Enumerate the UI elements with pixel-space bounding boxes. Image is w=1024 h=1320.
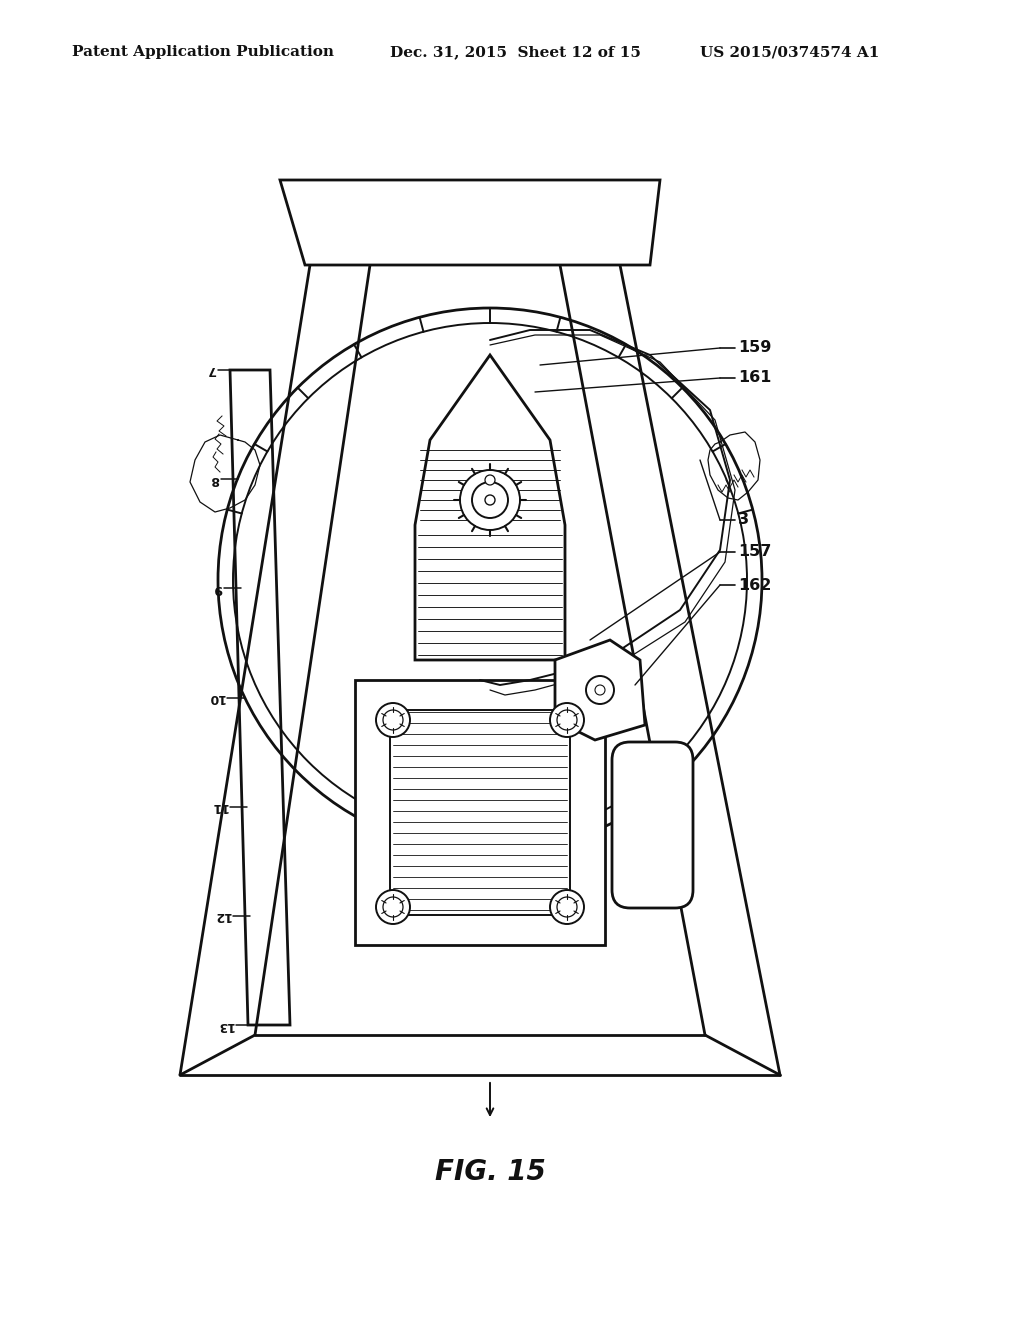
Text: 161: 161 xyxy=(738,371,771,385)
Text: 3: 3 xyxy=(738,512,750,528)
Circle shape xyxy=(383,710,403,730)
FancyBboxPatch shape xyxy=(612,742,693,908)
Text: 8: 8 xyxy=(210,473,219,486)
Circle shape xyxy=(376,704,410,737)
Text: Patent Application Publication: Patent Application Publication xyxy=(72,45,334,59)
Text: 7: 7 xyxy=(207,363,216,376)
Polygon shape xyxy=(555,640,645,741)
Circle shape xyxy=(485,495,495,506)
Circle shape xyxy=(595,685,605,696)
Circle shape xyxy=(586,676,614,704)
Text: Dec. 31, 2015  Sheet 12 of 15: Dec. 31, 2015 Sheet 12 of 15 xyxy=(390,45,641,59)
Text: 13: 13 xyxy=(217,1019,234,1031)
Text: 10: 10 xyxy=(208,690,225,704)
Circle shape xyxy=(485,475,495,484)
Circle shape xyxy=(557,898,577,917)
Bar xyxy=(390,710,570,915)
Text: 11: 11 xyxy=(211,800,228,813)
Text: FIG. 15: FIG. 15 xyxy=(434,1158,546,1185)
Text: 12: 12 xyxy=(213,909,231,923)
Text: 157: 157 xyxy=(738,544,771,560)
Text: 159: 159 xyxy=(738,341,771,355)
Text: 9: 9 xyxy=(213,582,222,595)
Circle shape xyxy=(376,890,410,924)
Circle shape xyxy=(472,482,508,517)
Bar xyxy=(355,680,605,945)
Circle shape xyxy=(557,710,577,730)
Text: 162: 162 xyxy=(738,578,771,593)
Polygon shape xyxy=(708,432,760,500)
Circle shape xyxy=(219,309,761,851)
Circle shape xyxy=(550,890,584,924)
Circle shape xyxy=(460,470,520,531)
Circle shape xyxy=(383,898,403,917)
Circle shape xyxy=(550,704,584,737)
Polygon shape xyxy=(280,180,660,265)
Polygon shape xyxy=(230,370,290,1026)
Text: US 2015/0374574 A1: US 2015/0374574 A1 xyxy=(700,45,880,59)
Polygon shape xyxy=(190,436,260,512)
Polygon shape xyxy=(415,355,565,660)
